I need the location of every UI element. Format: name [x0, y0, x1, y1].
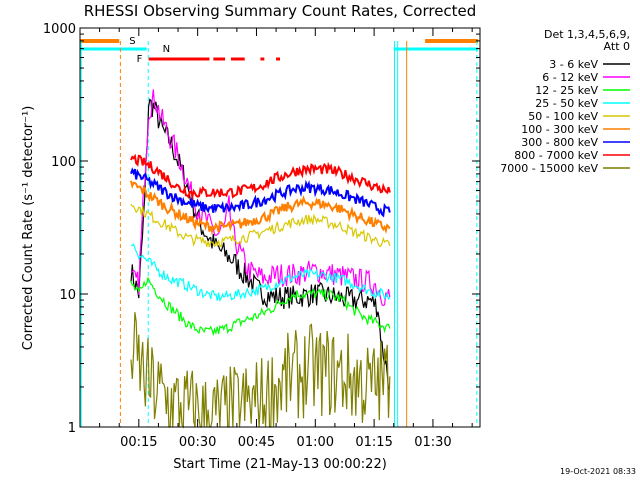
y-axis: 1 10 100 1000: [43, 22, 480, 436]
legend-label: 50 - 100 keV: [528, 110, 598, 123]
x-tick-label: 00:45: [238, 435, 275, 450]
chart-title: RHESSI Observing Summary Count Rates, Co…: [84, 2, 477, 20]
series-line: [130, 180, 391, 236]
x-tick-label: 00:30: [179, 435, 216, 450]
series-line: [130, 89, 391, 307]
legend-label: 25 - 50 keV: [535, 97, 598, 110]
series-line: [130, 312, 391, 429]
y-axis-label: Corrected Count Rate (s⁻¹ detector⁻¹): [21, 106, 36, 351]
series-line: [130, 167, 391, 218]
legend-label: 3 - 6 keV: [549, 58, 598, 71]
series-line: [130, 203, 391, 248]
series-line: [130, 276, 391, 337]
plot-frame: [79, 27, 481, 428]
y-tick-label: 100: [51, 155, 76, 170]
x-tick-label: 01:15: [355, 435, 392, 450]
timestamp: 19-Oct-2021 08:33: [560, 467, 636, 476]
legend-label: 300 - 800 keV: [521, 136, 598, 149]
legend-header: Att 0: [604, 40, 630, 53]
x-tick-label: 01:00: [297, 435, 334, 450]
y-tick-label: 1: [68, 421, 76, 436]
series-line: [130, 243, 391, 302]
y-tick-label: 10: [59, 288, 76, 303]
x-axis: 00:15 00:30 00:45 01:00 01:15 01:30: [99, 28, 473, 450]
legend-label: 12 - 25 keV: [535, 84, 598, 97]
flag-f-label: F: [137, 54, 143, 65]
flag-n-label: N: [163, 44, 170, 55]
legend-label: 100 - 300 keV: [521, 123, 598, 136]
x-tick-label: 00:15: [120, 435, 157, 450]
series-layer: [130, 89, 391, 429]
legend-label: 7000 - 15000 keV: [500, 162, 598, 175]
x-tick-label: 01:30: [414, 435, 451, 450]
y-tick-label: 1000: [43, 22, 76, 37]
series-line: [130, 98, 391, 392]
flag-s-label: S: [129, 36, 135, 47]
legend-header: Det 1,3,4,5,6,9,: [544, 28, 630, 41]
series-line: [130, 153, 391, 200]
legend-label: 6 - 12 keV: [542, 71, 598, 84]
x-axis-label: Start Time (21-May-13 00:00:22): [173, 457, 387, 472]
legend-label: 800 - 7000 keV: [514, 149, 598, 162]
